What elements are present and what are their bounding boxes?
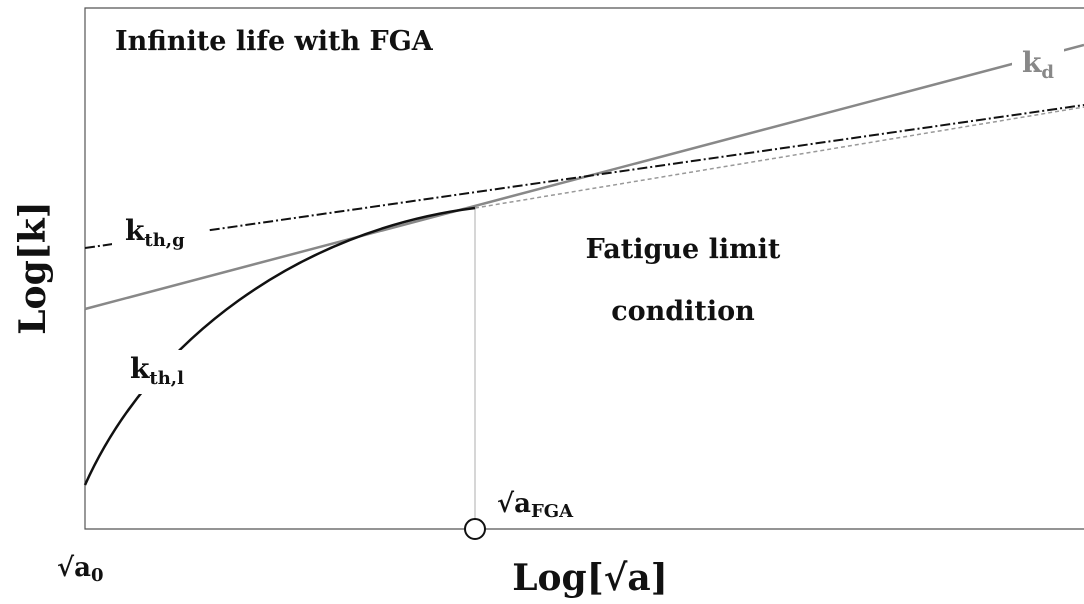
kthg-label: kth,g [125,214,185,251]
y-axis-label: Log[k] [12,201,54,335]
label-sub: 0 [91,565,104,586]
region-label: Fatigue limit [586,234,781,265]
kthl-curve [83,206,476,486]
label-gap [112,212,208,256]
x-axis-label: Log[√a] [512,557,668,599]
kd-label: kd [1022,46,1054,83]
label-main: k [130,352,150,385]
label-main: √a [57,553,91,583]
label-sub: th,l [149,368,184,389]
fga-label: √aFGA [497,489,574,522]
label-sub: d [1041,62,1054,83]
kthg-line [84,104,1084,249]
a0-label: √a0 [57,553,103,586]
label-main: k [1022,46,1042,79]
label-main: √a [497,489,531,519]
kthl-label: kth,l [130,352,184,389]
label-gap [1012,40,1064,82]
kthl-extension [474,106,1084,209]
label-sub: FGA [531,501,574,522]
fga-marker [464,518,486,540]
title: Infinite life with FGA [115,26,434,57]
label-sub: th,g [144,230,185,251]
region-label: condition [611,296,755,327]
label-gap [112,350,208,394]
plot-frame [84,7,1084,530]
label-main: k [125,214,145,247]
